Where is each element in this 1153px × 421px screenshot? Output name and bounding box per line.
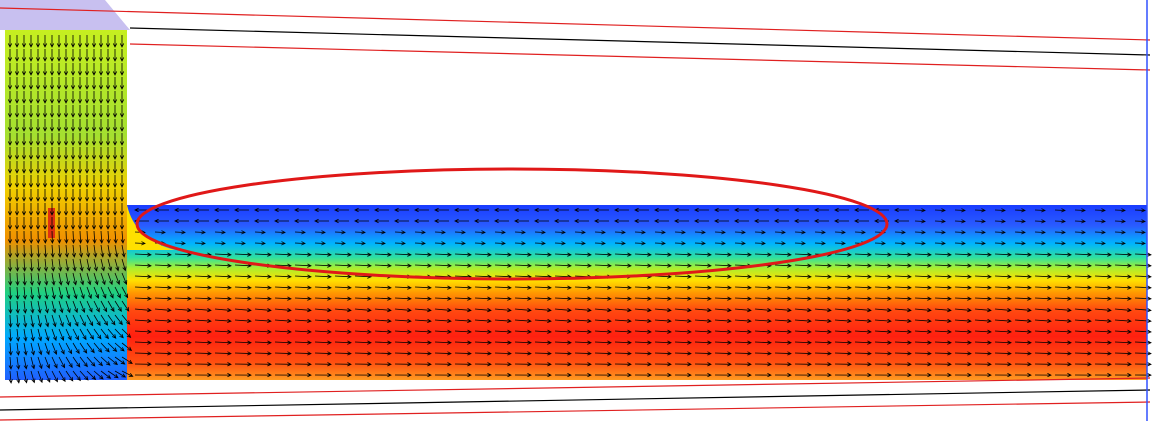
boundary-line bbox=[0, 378, 1150, 397]
boundary-line bbox=[130, 44, 1150, 70]
page: (() => { JSON.parse(document.getElementB… bbox=[0, 0, 1153, 421]
channel-region bbox=[127, 205, 1147, 380]
boundary-line bbox=[0, 390, 1150, 410]
inlet-cap bbox=[0, 0, 130, 30]
boundary-line bbox=[0, 8, 1150, 40]
boundary-line bbox=[130, 28, 1150, 55]
flow-field bbox=[0, 0, 1153, 421]
boundary-line bbox=[0, 402, 1150, 420]
hot-spot bbox=[48, 208, 55, 238]
